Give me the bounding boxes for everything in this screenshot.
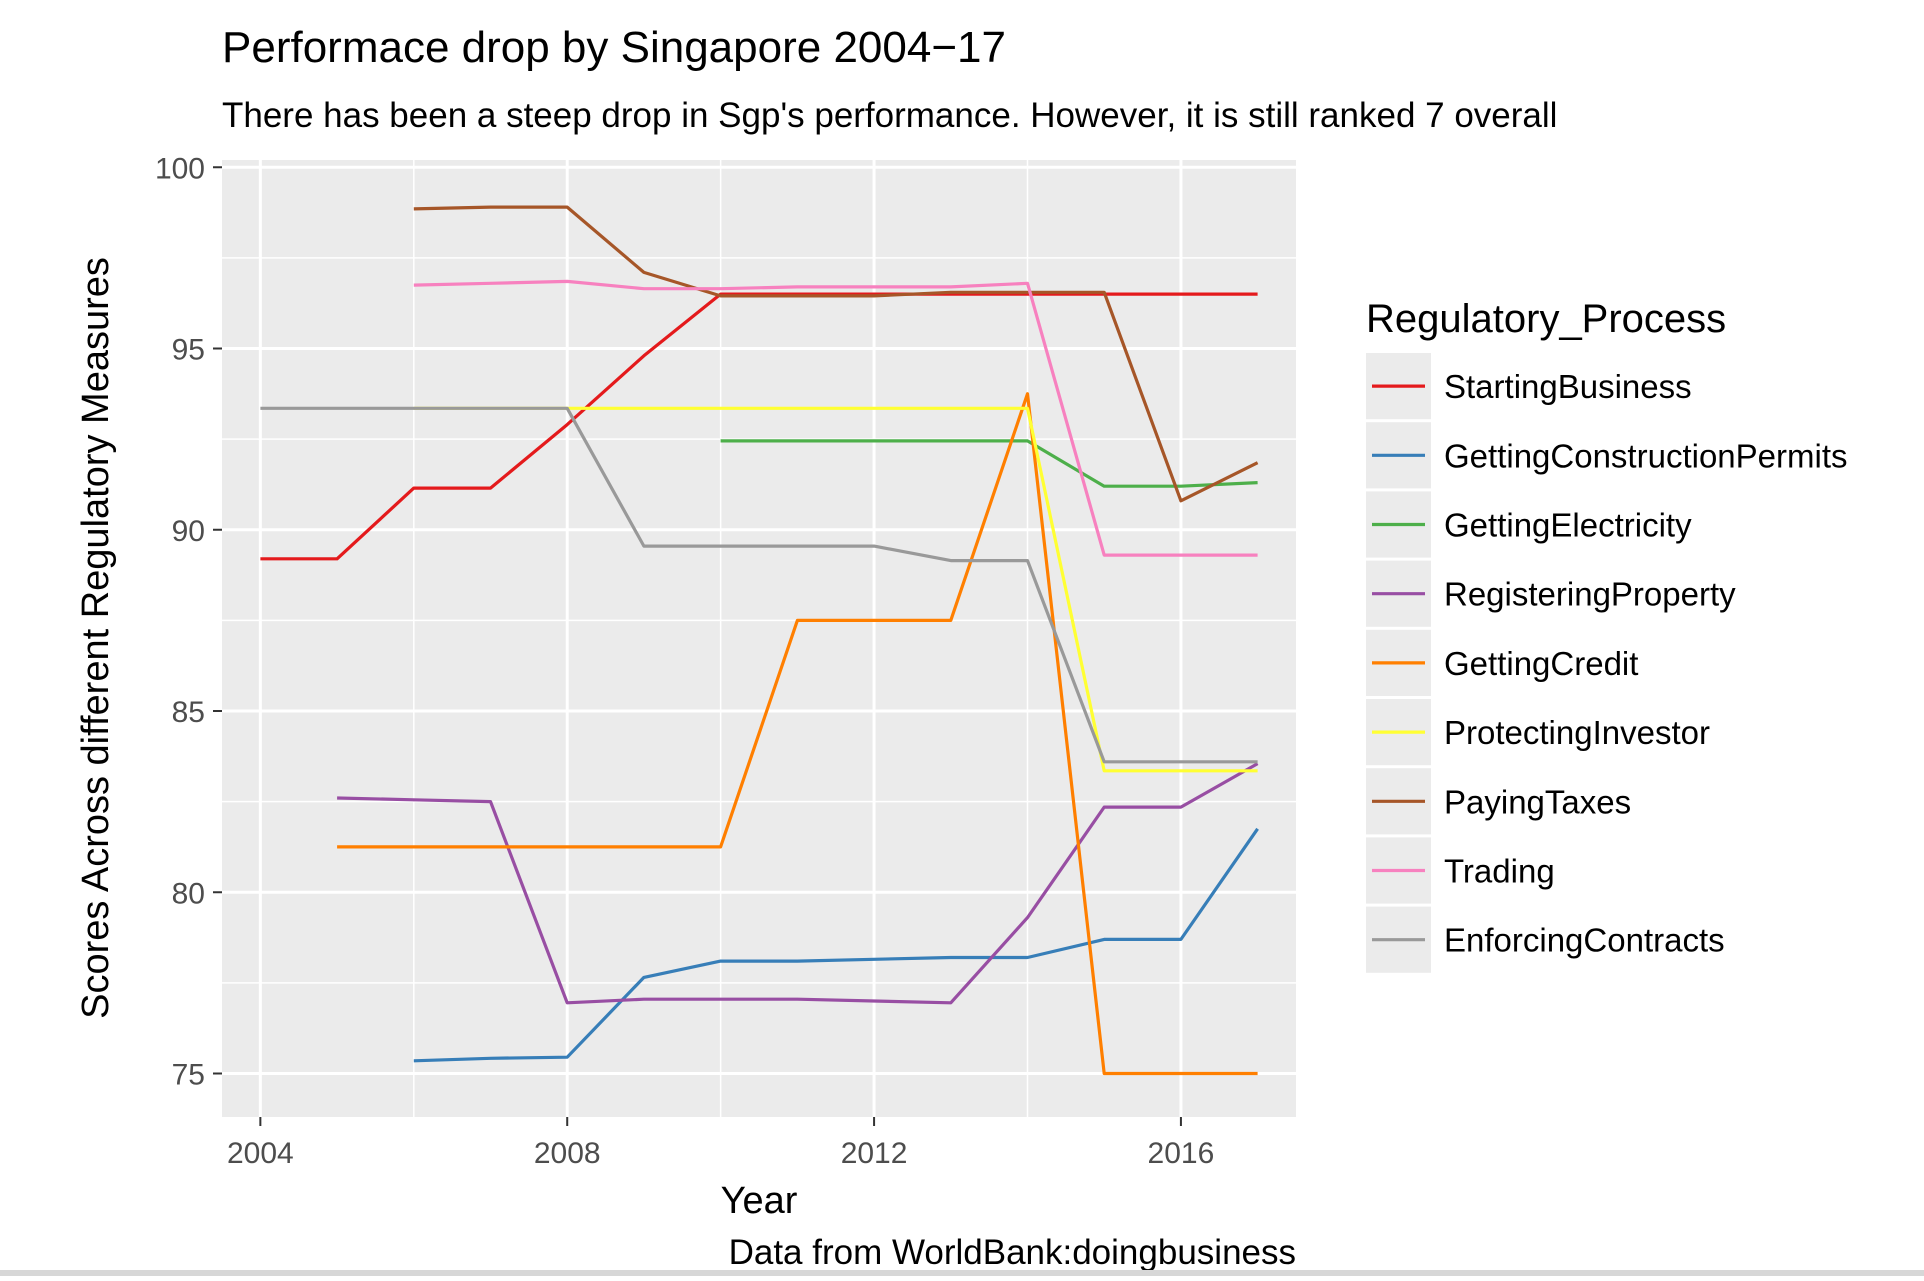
- legend-label: RegisteringProperty: [1444, 576, 1736, 613]
- chart-caption: Data from WorldBank:doingbusiness: [729, 1233, 1296, 1272]
- y-tick-label: 95: [172, 334, 205, 367]
- legend-label: StartingBusiness: [1444, 368, 1692, 405]
- legend-item-GettingCredit: GettingCredit: [1366, 629, 1638, 696]
- series-line-PayingTaxes: [413, 205, 1259, 503]
- legend-item-PayingTaxes: PayingTaxes: [1366, 768, 1631, 835]
- legend-label: GettingCredit: [1444, 645, 1638, 682]
- x-tick-label: 2016: [1148, 1137, 1215, 1170]
- legend-title: Regulatory_Process: [1366, 297, 1726, 341]
- axes: 2004 2008 2012 2016 75 80 85 90 95 100: [155, 152, 1214, 1170]
- series-line-EnforcingContracts: [260, 406, 1258, 764]
- legend-label: ProtectingInvestor: [1444, 714, 1710, 751]
- series-line-GettingCredit: [337, 392, 1258, 1076]
- y-tick-label: 85: [172, 696, 205, 729]
- x-axis-label: Year: [721, 1180, 798, 1222]
- legend-item-Trading: Trading: [1366, 837, 1555, 904]
- legend-item-StartingBusiness: StartingBusiness: [1366, 353, 1692, 420]
- legend-label: EnforcingContracts: [1444, 922, 1725, 959]
- legend-item-GettingElectricity: GettingElectricity: [1366, 491, 1692, 558]
- legend-label: Trading: [1444, 853, 1555, 890]
- window-bottom-edge: [0, 1270, 1924, 1276]
- y-tick-label: 75: [172, 1059, 205, 1092]
- legend-label: PayingTaxes: [1444, 783, 1631, 820]
- legend-item-EnforcingContracts: EnforcingContracts: [1366, 906, 1725, 973]
- x-tick-label: 2004: [227, 1137, 294, 1170]
- chart-subtitle: There has been a steep drop in Sgp's per…: [222, 96, 1557, 135]
- legend-item-RegisteringProperty: RegisteringProperty: [1366, 560, 1736, 627]
- x-tick-label: 2008: [534, 1137, 601, 1170]
- legend-label: GettingConstructionPermits: [1444, 437, 1848, 474]
- plot-panel: [222, 160, 1296, 1117]
- legend-item-ProtectingInvestor: ProtectingInvestor: [1366, 699, 1710, 766]
- legend-label: GettingElectricity: [1444, 507, 1692, 544]
- y-axis-label: Scores Across different Regulatory Measu…: [75, 257, 117, 1019]
- x-tick-label: 2012: [841, 1137, 908, 1170]
- series-lines: [260, 205, 1259, 1076]
- legend: StartingBusiness GettingConstructionPermi…: [1366, 353, 1848, 973]
- chart-title: Performace drop by Singapore 2004−17: [222, 23, 1006, 72]
- y-tick-label: 100: [155, 152, 205, 185]
- series-line-GettingConstructionPermits: [413, 827, 1259, 1063]
- series-line-Trading: [413, 279, 1258, 557]
- series-line-GettingElectricity: [720, 439, 1258, 488]
- y-tick-label: 90: [172, 515, 205, 548]
- y-tick-label: 80: [172, 877, 205, 910]
- series-line-StartingBusiness: [260, 292, 1258, 561]
- legend-item-GettingConstructionPermits: GettingConstructionPermits: [1366, 422, 1848, 489]
- series-line-RegisteringProperty: [337, 762, 1259, 1005]
